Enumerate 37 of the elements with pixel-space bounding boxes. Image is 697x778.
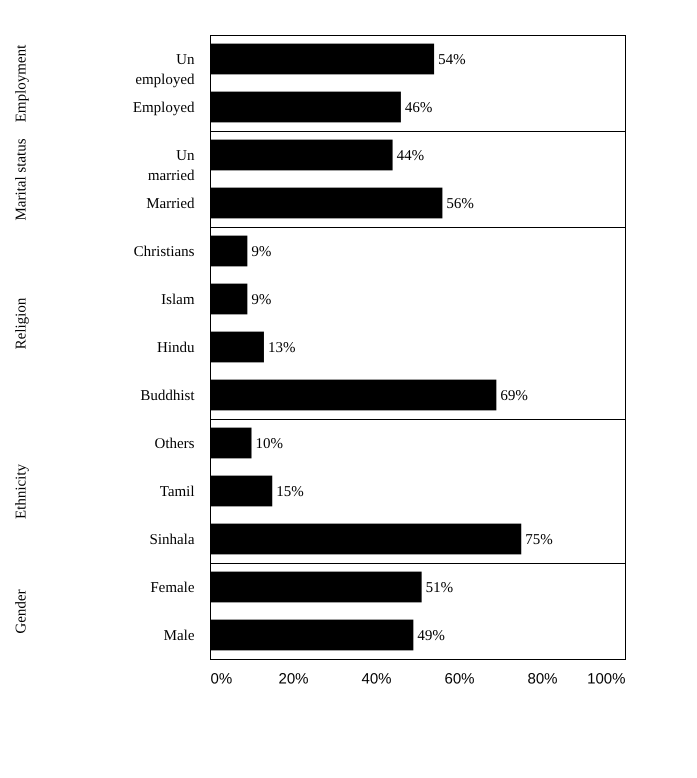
x-tick-label: 20% — [278, 670, 309, 688]
data-label: 51% — [426, 580, 454, 596]
data-label: 46% — [404, 100, 432, 116]
y-tick-label: Un employed — [135, 52, 195, 88]
y-tick-label: Islam — [161, 292, 195, 308]
y-tick-label: Buddhist — [140, 388, 196, 404]
data-label: 54% — [438, 52, 466, 68]
data-label: 69% — [500, 388, 528, 404]
data-label: 13% — [268, 340, 296, 356]
y-tick-label: Tamil — [160, 484, 194, 500]
y-tick-label: Christians — [134, 244, 195, 260]
y-tick-label: Others — [154, 436, 195, 452]
data-label: 75% — [525, 532, 553, 548]
y-axis-title: Employment — [14, 44, 30, 122]
y-tick-label: Female — [150, 580, 195, 596]
x-tick-label: 80% — [527, 670, 558, 688]
x-tick-label: 40% — [361, 670, 392, 688]
y-tick-label: Married — [146, 196, 195, 212]
y-axis-title: Ethnicity — [14, 464, 30, 519]
y-tick-label: Hindu — [157, 340, 195, 356]
x-tick-label: 60% — [444, 670, 475, 688]
y-tick-label: Sinhala — [150, 532, 195, 548]
y-tick-label: Un married — [148, 148, 195, 184]
x-tick-label: 0% — [210, 670, 232, 688]
data-label: 10% — [256, 436, 283, 452]
data-label: 9% — [251, 244, 272, 260]
y-tick-label: Employed — [132, 100, 195, 116]
y-axis-title: Gender — [14, 589, 30, 634]
data-label: 44% — [396, 148, 424, 164]
x-tick-label: 100% — [587, 670, 626, 688]
data-label: 49% — [417, 628, 445, 644]
y-tick-label: Male — [164, 628, 195, 644]
y-axis-title: Religion — [14, 297, 30, 350]
y-axis-title: Marital status — [14, 138, 30, 221]
data-label: 15% — [276, 484, 304, 500]
data-label: 56% — [446, 196, 474, 212]
data-label: 9% — [251, 292, 272, 308]
